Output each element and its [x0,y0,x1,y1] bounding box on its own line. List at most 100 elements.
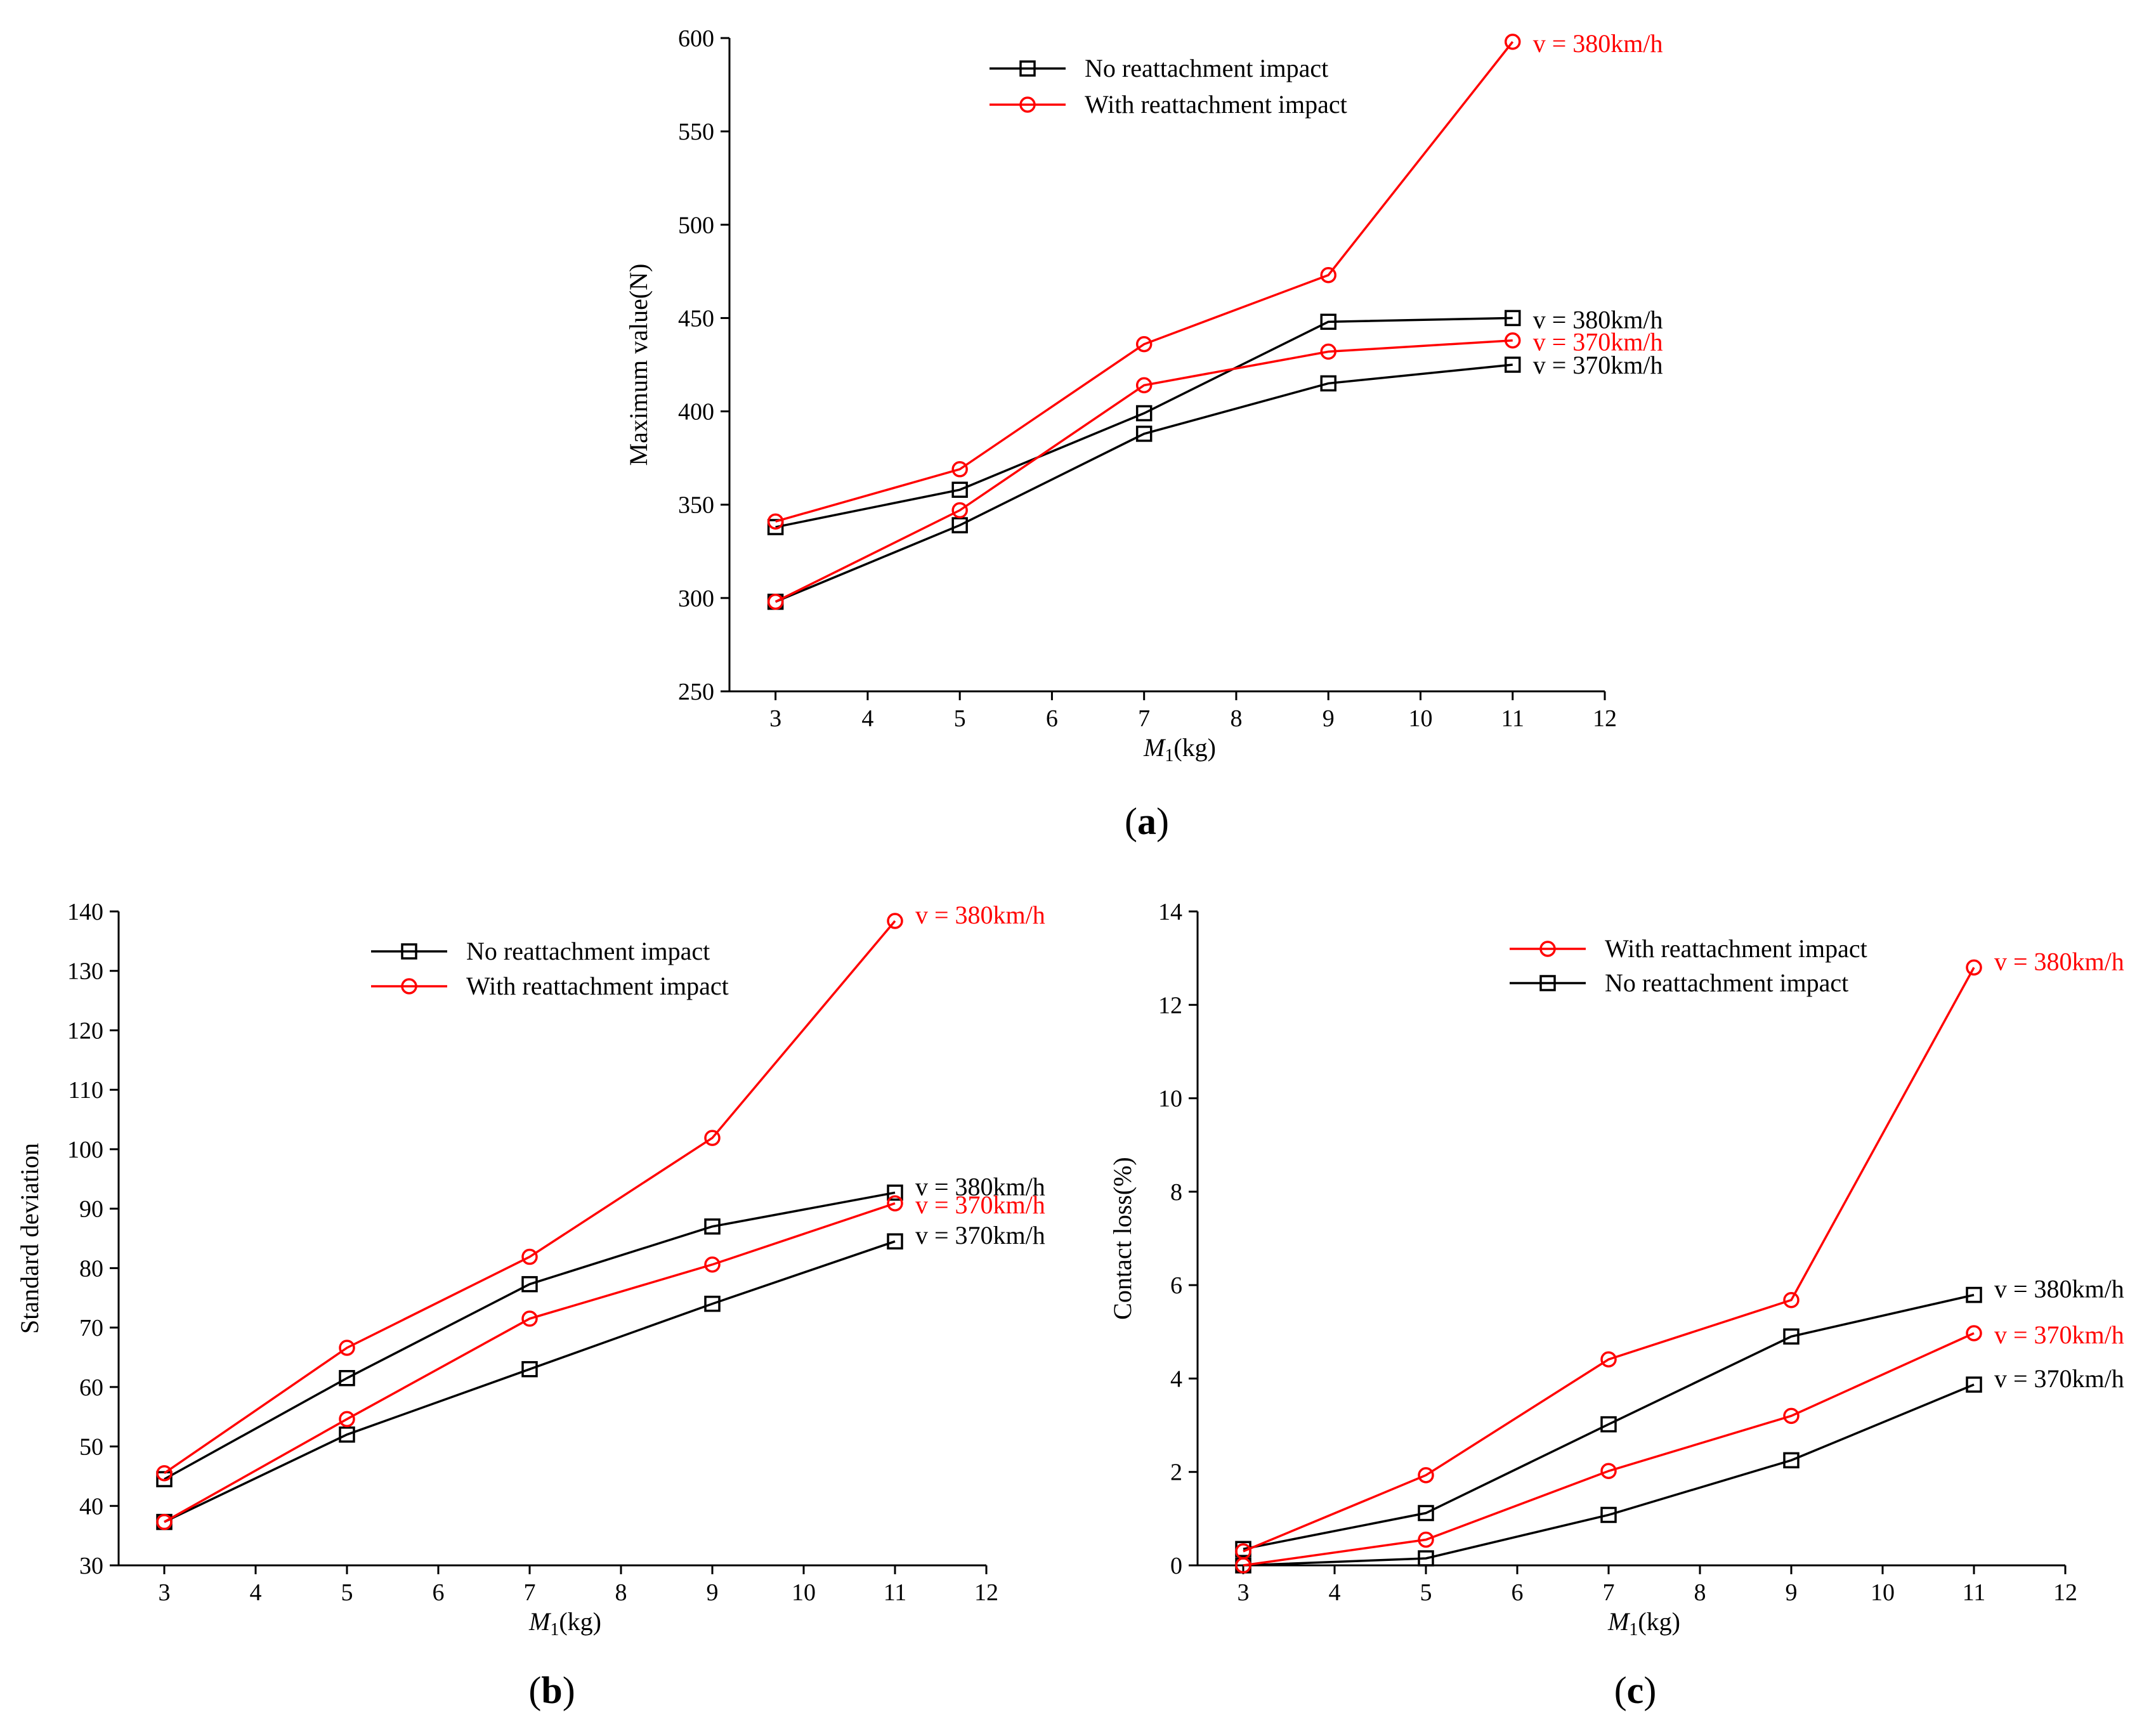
y-tick-label: 60 [79,1374,103,1401]
series-line [774,363,1513,603]
data-point-square [1418,1550,1434,1567]
series-end-label: v = 380km/h [1533,305,1663,334]
data-point-circle [704,1256,721,1273]
x-tick-label: 12 [974,1579,998,1606]
series-line [1243,1293,1975,1550]
data-point-square [951,481,968,498]
data-point-circle [521,1248,538,1265]
data-point-circle [1783,1407,1800,1425]
y-tick-label: 0 [1170,1553,1182,1579]
panel-caption: (c) [1614,1669,1657,1711]
data-point-circle [1966,1325,1982,1341]
data-point-square [521,1276,538,1293]
x-tick-label: 5 [1420,1579,1432,1606]
series-end-label: v = 370km/h [1533,351,1663,379]
x-tick-label: 5 [954,705,966,732]
x-tick-label: 9 [1786,1579,1798,1606]
x-tick-label: 7 [1603,1579,1615,1606]
legend-label: With reattachment impact [1085,90,1347,119]
series-end-label: v = 370km/h [1994,1364,2124,1393]
x-axis-label: M1(kg) [1143,733,1216,766]
data-point-square [1966,1286,1982,1303]
y-tick-label: 250 [678,679,714,705]
data-point-circle [951,502,968,519]
legend-marker-circle [401,978,417,995]
y-tick-label: 90 [79,1196,103,1223]
x-tick-label: 5 [341,1579,353,1606]
y-tick-label: 8 [1170,1179,1182,1206]
data-point-circle [767,513,784,530]
data-point-square [1783,1452,1800,1469]
series-end-label: v = 370km/h [1994,1321,2124,1349]
data-point-square [1320,313,1336,330]
data-point-circle [1418,1531,1434,1548]
series-end-label: v = 380km/h [915,1172,1045,1201]
series-line [164,920,896,1475]
y-tick-label: 500 [678,212,714,238]
series-line [1243,1383,1975,1567]
data-point-circle [1504,34,1521,50]
y-tick-label: 50 [79,1434,103,1461]
y-axis-label: Maximum value(N) [624,264,653,466]
y-tick-label: 120 [67,1017,103,1044]
data-point-circle [156,1465,173,1482]
panel-c: 0 2 4 6 8 10 12 14 3 4 5 6 7 8 9 10 11 12 M1(kg) Contact lo… [1108,899,2124,1711]
legend-marker-square [1539,975,1556,991]
series-line [1243,1332,1975,1567]
y-tick-label: 450 [678,305,714,332]
legend-marker-square [401,943,417,960]
data-point-square [521,1360,538,1378]
y-tick-label: 80 [79,1255,103,1282]
series-end-label: v = 370km/h [1533,328,1663,356]
x-tick-label: 12 [2053,1579,2077,1606]
data-point-circle [1418,1467,1434,1484]
data-point-circle [1235,1557,1251,1574]
legend-label: No reattachment impact [1085,54,1328,82]
y-tick-label: 100 [67,1137,103,1163]
y-tick-label: 4 [1170,1366,1182,1392]
x-axis-label: M1(kg) [528,1607,601,1640]
x-tick-label: 4 [250,1579,262,1606]
x-tick-label: 9 [1323,705,1335,732]
series-end-label: v = 380km/h [1533,29,1663,58]
y-tick-label: 110 [68,1077,103,1104]
x-tick-label: 11 [884,1579,907,1606]
data-point-circle [951,461,968,478]
y-axis-label: Standard deviation [15,1143,44,1334]
data-point-circle [1966,959,1982,976]
legend-label: With reattachment impact [466,972,729,1000]
y-tick-label: 400 [678,399,714,426]
data-point-circle [339,1340,355,1356]
x-axis-label: M1(kg) [1607,1607,1680,1640]
series-line [774,339,1513,603]
x-tick-label: 11 [1501,705,1524,732]
x-tick-label: 10 [1871,1579,1895,1606]
x-tick-label: 4 [1329,1579,1341,1606]
y-tick-label: 140 [67,899,103,925]
series-line [775,41,1514,523]
data-point-square [1966,1376,1982,1393]
data-point-square [704,1218,721,1235]
x-tick-label: 8 [1230,705,1242,732]
y-axis-label: Contact loss(%) [1108,1157,1137,1320]
data-point-circle [1600,1351,1617,1367]
y-tick-label: 14 [1158,899,1182,925]
data-point-square [1418,1504,1434,1522]
x-tick-label: 10 [792,1579,816,1606]
x-tick-label: 12 [1593,705,1617,732]
panel-caption: (a) [1125,800,1169,842]
x-tick-label: 6 [1512,1579,1524,1606]
data-point-circle [887,913,903,929]
data-point-square [1320,375,1336,392]
x-tick-label: 9 [707,1579,719,1606]
data-point-circle [1320,343,1336,360]
x-tick-label: 7 [1138,705,1150,732]
y-tick-label: 350 [678,492,714,519]
data-point-circle [1783,1291,1800,1308]
y-tick-label: 40 [79,1493,103,1520]
panel-b: 30 40 50 60 70 80 90 100 110 120 130 140 3 4 5 6 7 8 9 10 11… [15,899,1045,1711]
x-tick-label: 7 [524,1579,536,1606]
x-tick-label: 6 [433,1579,445,1606]
y-tick-label: 10 [1158,1086,1182,1112]
series-end-label: v = 380km/h [1994,947,2124,975]
